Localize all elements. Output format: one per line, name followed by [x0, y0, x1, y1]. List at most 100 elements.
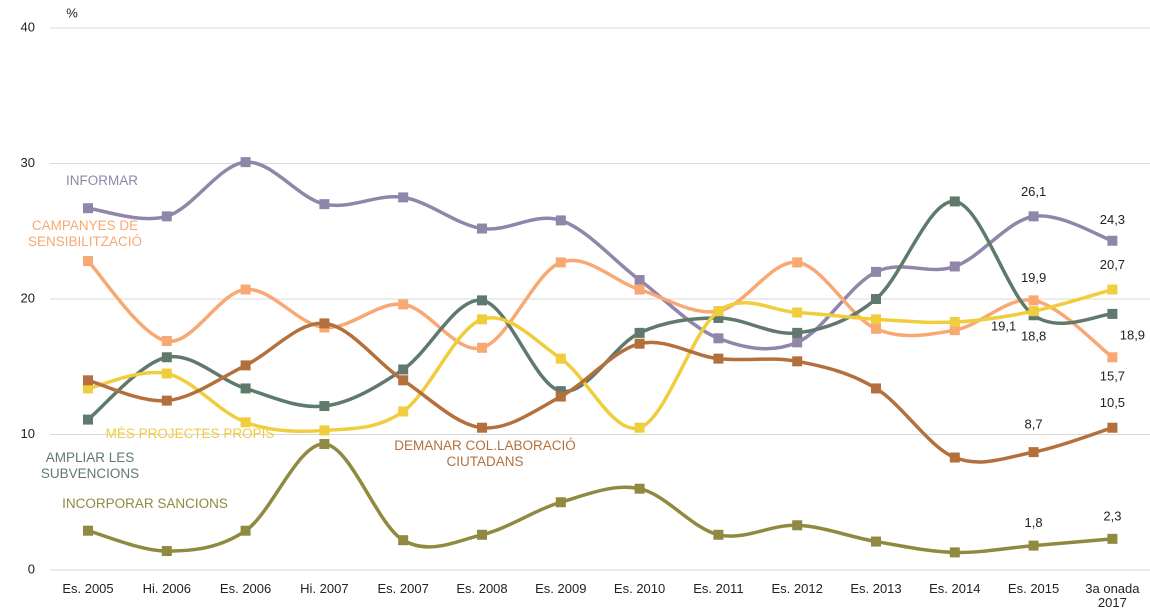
marker — [398, 406, 409, 417]
marker — [634, 327, 645, 338]
y-tick-label: 20 — [21, 290, 35, 305]
marker — [1107, 533, 1118, 544]
marker — [1107, 235, 1118, 246]
marker — [792, 520, 803, 531]
x-tick-label: Es. 2008 — [456, 581, 508, 596]
x-tick-label: Es. 2009 — [535, 581, 587, 596]
marker — [713, 353, 724, 364]
y-tick-label: 40 — [21, 19, 35, 34]
marker — [1028, 447, 1039, 458]
marker — [240, 417, 251, 428]
series-name: INCORPORAR SANCIONS — [62, 496, 228, 511]
x-tick-label: Es. 2014 — [929, 581, 981, 596]
value-label: 1,8 — [1025, 515, 1043, 530]
value-label: 2,3 — [1103, 508, 1121, 523]
series-line — [87, 321, 1113, 464]
marker — [634, 275, 645, 286]
marker — [713, 333, 724, 344]
marker — [319, 318, 330, 329]
marker — [792, 356, 803, 367]
marker — [634, 483, 645, 494]
y-axis-label: % — [66, 5, 78, 20]
x-tick-label: Es. 2012 — [771, 581, 823, 596]
marker — [949, 317, 960, 328]
marker — [477, 295, 487, 306]
marker — [477, 422, 487, 433]
marker — [240, 525, 251, 536]
marker — [1028, 306, 1039, 317]
marker — [949, 261, 960, 272]
y-tick-label: 30 — [21, 155, 35, 170]
marker — [83, 375, 93, 386]
marker — [949, 452, 960, 463]
marker — [240, 284, 251, 295]
x-tick-label: Hi. 2007 — [300, 581, 349, 596]
marker — [1107, 308, 1118, 319]
marker — [555, 391, 566, 402]
y-tick-label: 10 — [21, 426, 35, 441]
marker — [319, 401, 330, 412]
marker — [398, 375, 409, 386]
series-line — [87, 287, 1113, 433]
series-line — [87, 442, 1113, 555]
marker — [161, 336, 172, 347]
value-label: 20,7 — [1100, 257, 1125, 272]
marker — [161, 352, 172, 363]
y-tick-label: 0 — [28, 561, 35, 576]
marker — [713, 306, 724, 317]
value-label: 15,7 — [1100, 369, 1125, 384]
marker — [634, 338, 645, 349]
marker — [83, 383, 93, 394]
marker — [871, 314, 881, 325]
marker — [398, 364, 409, 375]
marker — [634, 284, 645, 295]
marker — [555, 215, 566, 226]
series-name: AMPLIAR LES SUBVENCIONS — [40, 450, 140, 481]
marker — [555, 257, 566, 268]
marker — [713, 312, 724, 323]
marker — [871, 383, 881, 394]
marker — [792, 327, 803, 338]
x-tick-label: Hi. 2006 — [142, 581, 191, 596]
marker — [634, 422, 645, 433]
marker — [949, 547, 960, 558]
x-tick-label: Es. 2007 — [377, 581, 429, 596]
value-label: 8,7 — [1025, 417, 1043, 432]
marker — [83, 256, 93, 267]
value-label: 18,8 — [1021, 329, 1046, 344]
series-name: MÉS PROJECTES PROPIS — [105, 426, 275, 441]
marker — [161, 546, 172, 557]
value-label: 18,9 — [1120, 327, 1145, 342]
marker — [1028, 540, 1039, 551]
x-tick-label: Es. 2010 — [613, 581, 666, 596]
marker — [477, 342, 487, 353]
x-tick-label: Es. 2005 — [62, 581, 114, 596]
series-name: INFORMAR — [66, 173, 138, 188]
x-tick-label: 3a onada 2017 — [1085, 581, 1140, 610]
value-label: 19,9 — [1021, 270, 1046, 285]
marker — [871, 294, 881, 304]
marker — [1107, 284, 1118, 295]
value-label: 19,1 — [991, 319, 1016, 334]
marker — [1028, 295, 1039, 306]
marker — [792, 257, 803, 268]
marker — [319, 438, 330, 449]
marker — [83, 203, 93, 214]
marker — [555, 497, 566, 508]
marker — [1028, 211, 1039, 222]
marker — [319, 199, 330, 210]
x-tick-label: Es. 2015 — [1007, 581, 1060, 596]
value-label: 26,1 — [1021, 184, 1046, 199]
marker — [477, 314, 487, 325]
marker — [792, 337, 803, 348]
marker — [477, 529, 487, 540]
marker — [240, 157, 251, 168]
marker — [1107, 352, 1118, 363]
value-label: 10,5 — [1100, 395, 1125, 410]
marker — [871, 323, 881, 334]
series-name: CAMPANYES DE SENSIBILITZACIÓ — [27, 218, 143, 249]
marker — [398, 535, 409, 546]
marker — [555, 353, 566, 364]
